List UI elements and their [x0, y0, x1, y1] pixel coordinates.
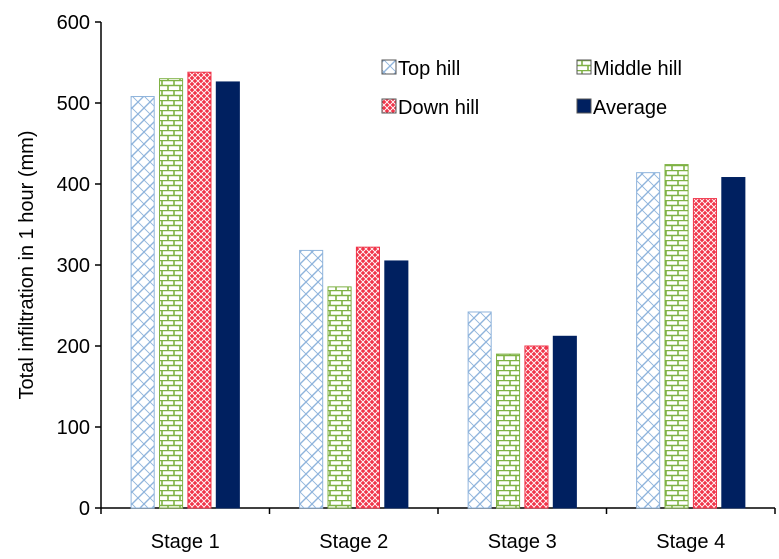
y-axis-title: Total infiltration in 1 hour (mm) [16, 131, 38, 400]
bar-average-2 [384, 260, 409, 509]
bar-middle-hill-1 [159, 78, 184, 509]
bar-middle-hill-3 [496, 353, 521, 509]
legend-label-average: Average [593, 97, 667, 119]
bar-down-hill-4 [692, 198, 717, 509]
legend-swatch-average [576, 98, 592, 114]
bars [130, 71, 746, 509]
bar-middle-hill-2 [327, 286, 352, 509]
legend-swatch-middle-hill [576, 59, 592, 75]
legend-label-down-hill: Down hill [398, 97, 479, 119]
bar-top-hill-3 [467, 311, 492, 509]
y-tick-label: 0 [79, 498, 90, 520]
bar-top-hill-1 [130, 96, 155, 509]
y-tick-label: 100 [57, 417, 90, 439]
bar-middle-hill-4 [664, 164, 689, 509]
legend-swatch-top-hill [381, 59, 397, 75]
x-tick-label: Stage 4 [656, 531, 725, 553]
y-tick-label: 500 [57, 93, 90, 115]
x-ticks: Stage 1 Stage 2 Stage 3 Stage 4 [100, 508, 776, 553]
legend-label-middle-hill: Middle hill [593, 58, 682, 80]
y-ticks: 0 100 200 300 400 500 600 [57, 12, 101, 520]
x-tick-label: Stage 1 [151, 531, 220, 553]
y-tick-label: 600 [57, 12, 90, 34]
bar-average-4 [721, 177, 746, 509]
y-tick-label: 400 [57, 174, 90, 196]
legend-swatch-down-hill [381, 98, 397, 114]
bar-average-1 [215, 81, 240, 509]
legend: Top hill Middle hill Down hill Average [381, 58, 682, 119]
y-tick-label: 200 [57, 336, 90, 358]
bar-average-3 [552, 335, 577, 509]
bar-down-hill-3 [524, 345, 549, 509]
bar-down-hill-2 [355, 246, 380, 509]
x-tick-label: Stage 3 [488, 531, 557, 553]
bar-top-hill-4 [636, 172, 661, 509]
bar-top-hill-2 [299, 249, 324, 509]
legend-label-top-hill: Top hill [398, 58, 460, 80]
x-tick-label: Stage 2 [319, 531, 388, 553]
y-tick-label: 300 [57, 255, 90, 277]
bar-down-hill-1 [187, 71, 212, 509]
